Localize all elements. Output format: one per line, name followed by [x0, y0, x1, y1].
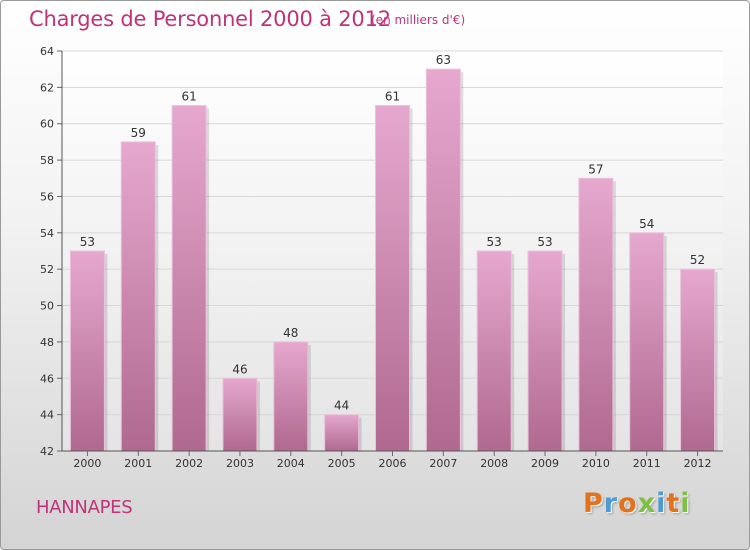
bar-value-label: 53: [80, 235, 95, 249]
y-tick-label: 58: [40, 154, 54, 167]
x-tick-label: 2001: [124, 457, 152, 470]
bar-2008: [476, 250, 512, 452]
bar-value-label: 48: [283, 326, 298, 340]
commune-name: HANNAPES: [36, 497, 133, 518]
x-tick-label: 2007: [429, 457, 457, 470]
chart-subtitle: (en milliers d'€): [371, 13, 466, 27]
y-tick-label: 54: [40, 227, 54, 240]
x-tick-label: 2003: [226, 457, 254, 470]
logo-letter: i: [680, 488, 691, 519]
chart-title: Charges de Personnel 2000 à 2012: [29, 7, 391, 31]
bar-value-label: 63: [436, 53, 451, 67]
bar-value-label: 52: [690, 253, 705, 267]
logo-letter: t: [666, 488, 681, 519]
y-tick-label: 62: [40, 81, 54, 94]
logo-letter: o: [618, 488, 638, 519]
bar-value-label: 61: [181, 90, 196, 104]
y-tick-label: 46: [40, 372, 54, 385]
logo-letter: x: [637, 488, 657, 519]
bar-2002: [171, 105, 207, 452]
y-tick-label: 56: [40, 190, 54, 203]
bar-value-label: 46: [232, 362, 247, 376]
x-tick-label: 2009: [531, 457, 559, 470]
y-tick-label: 44: [40, 409, 54, 422]
y-tick-label: 64: [40, 45, 54, 58]
y-tick-label: 60: [40, 118, 54, 131]
y-tick-label: 48: [40, 336, 54, 349]
y-tick-label: 52: [40, 263, 54, 276]
x-tick-label: 2002: [175, 457, 203, 470]
bar-value-label: 44: [334, 399, 349, 413]
bar-2000: [69, 250, 105, 452]
x-tick-label: 2000: [73, 457, 101, 470]
bar-value-label: 59: [131, 126, 146, 140]
x-tick-label: 2011: [633, 457, 661, 470]
bar-2005: [324, 414, 360, 452]
bar-2003: [222, 377, 258, 452]
y-tick-label: 50: [40, 300, 54, 313]
bar-2012: [680, 268, 716, 452]
x-tick-label: 2004: [277, 457, 305, 470]
proxiti-logo: Proxiti: [583, 488, 691, 519]
logo-letter: P: [583, 488, 604, 519]
x-tick-label: 2010: [582, 457, 610, 470]
x-tick-label: 2005: [328, 457, 356, 470]
bar-2007: [425, 68, 461, 452]
bar-value-label: 57: [588, 162, 603, 176]
bar-2001: [120, 141, 156, 452]
bar-value-label: 54: [639, 217, 654, 231]
logo-letter: i: [656, 488, 667, 519]
bar-2011: [629, 232, 665, 452]
x-tick-label: 2012: [684, 457, 712, 470]
bar-value-label: 53: [487, 235, 502, 249]
bar-2009: [527, 250, 563, 452]
y-tick-label: 42: [40, 445, 54, 458]
bar-2006: [375, 105, 410, 452]
logo-letter: r: [603, 488, 619, 519]
bar-value-label: 53: [537, 235, 552, 249]
x-tick-label: 2008: [480, 457, 508, 470]
bar-2010: [578, 177, 614, 452]
x-tick-label: 2006: [379, 457, 407, 470]
bar-value-label: 61: [385, 90, 400, 104]
bar-2004: [273, 341, 309, 452]
